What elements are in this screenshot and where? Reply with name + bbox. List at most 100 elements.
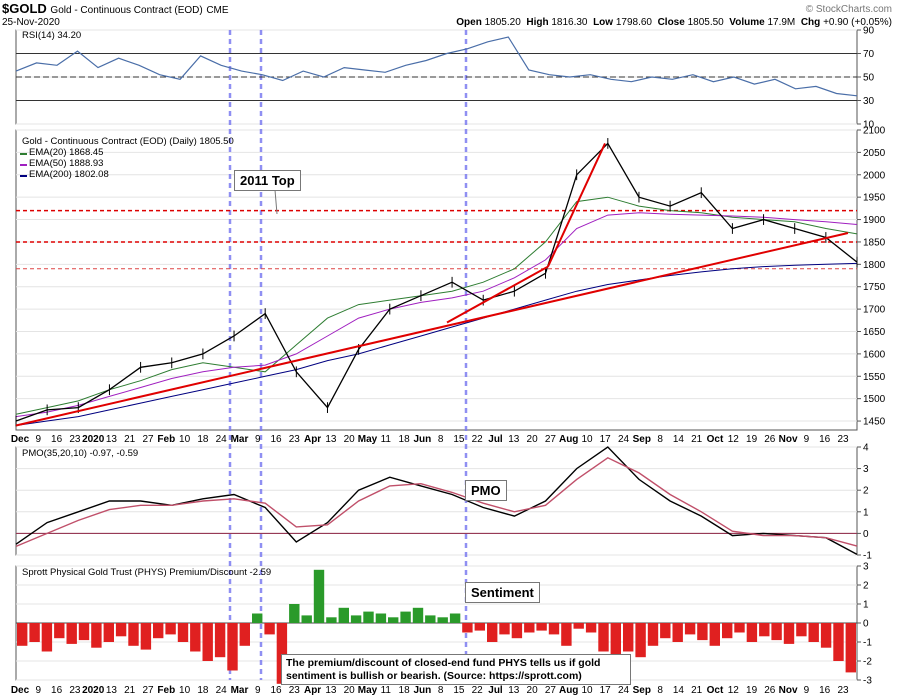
date-axis-label: Jul bbox=[488, 685, 503, 696]
date-axis-label: May bbox=[358, 434, 378, 445]
rsi-tick-label: 50 bbox=[863, 73, 875, 84]
phys-bar bbox=[684, 623, 696, 635]
pmo-tick-label: 0 bbox=[863, 529, 869, 540]
pmo-tick-label: 4 bbox=[863, 443, 869, 454]
pmo-tick-label: 2 bbox=[863, 486, 869, 497]
low-label: Low bbox=[593, 17, 614, 28]
phys-bar bbox=[524, 623, 535, 633]
date-axis-label: 19 bbox=[746, 434, 758, 445]
high-value: 1816.30 bbox=[551, 17, 588, 28]
legend-ema50: EMA(50) 1888.93 bbox=[29, 158, 104, 169]
phys-bar bbox=[437, 617, 448, 623]
long-trendline bbox=[15, 232, 849, 427]
date-axis-label: 16 bbox=[51, 685, 63, 696]
date-axis-label: Dec bbox=[11, 434, 30, 445]
phys-bar bbox=[771, 623, 782, 641]
date-axis-label: 24 bbox=[216, 685, 228, 696]
open-value: 1805.20 bbox=[484, 17, 521, 28]
phys-bar bbox=[276, 623, 288, 684]
phys-bar bbox=[536, 623, 547, 631]
phys-bar bbox=[29, 623, 40, 642]
date-axis-label: 27 bbox=[545, 434, 557, 445]
date-axis-label: 27 bbox=[142, 434, 154, 445]
price-tick-label: 1500 bbox=[863, 394, 886, 405]
price-tick-label: 2050 bbox=[863, 148, 886, 159]
date-axis-label: Aug bbox=[559, 434, 578, 445]
phys-tick-label: 3 bbox=[863, 562, 869, 573]
phys-bar bbox=[598, 623, 609, 652]
phys-tick-label: 0 bbox=[863, 619, 869, 630]
date-axis-label: Nov bbox=[779, 434, 798, 445]
phys-bar bbox=[153, 623, 164, 639]
date-axis-label: 13 bbox=[106, 434, 118, 445]
phys-bar bbox=[54, 623, 65, 639]
rsi-tick-label: 70 bbox=[863, 49, 875, 60]
ohlc-summary: Open 1805.20 High 1816.30 Low 1798.60 Cl… bbox=[456, 17, 892, 28]
date-axis-label: 23 bbox=[289, 434, 301, 445]
phys-bar bbox=[845, 623, 856, 673]
phys-bar bbox=[289, 604, 300, 623]
date-axis-label: 10 bbox=[581, 685, 593, 696]
price-tick-label: 1550 bbox=[863, 372, 886, 383]
phys-bar bbox=[561, 623, 572, 646]
open-label: Open bbox=[456, 17, 482, 28]
date-axis-label: Jun bbox=[414, 434, 432, 445]
phys-bar bbox=[78, 623, 90, 641]
date-axis-label: 23 bbox=[289, 685, 301, 696]
date-axis-label: 16 bbox=[270, 434, 282, 445]
date-axis-label: 27 bbox=[545, 685, 557, 696]
phys-bar bbox=[264, 623, 275, 635]
watermark: © StockCharts.com bbox=[805, 4, 892, 15]
date-axis-label: Oct bbox=[707, 685, 724, 696]
date-axis-label: 24 bbox=[618, 685, 630, 696]
date-axis-label: Aug bbox=[559, 685, 578, 696]
date-axis-label: 14 bbox=[673, 685, 685, 696]
date-axis-label: 8 bbox=[657, 685, 663, 696]
pmo-tick-label: -1 bbox=[863, 551, 872, 562]
date-axis-label: 16 bbox=[51, 434, 63, 445]
phys-bar bbox=[783, 623, 795, 644]
date-axis-label: Jun bbox=[414, 685, 432, 696]
phys-bar bbox=[214, 623, 226, 658]
ema200-line bbox=[15, 262, 858, 426]
pmo-line bbox=[15, 446, 858, 556]
phys-label: Sprott Physical Gold Trust (PHYS) Premiu… bbox=[22, 567, 272, 578]
date-axis-label: 21 bbox=[124, 685, 136, 696]
phys-bar bbox=[746, 623, 758, 642]
phys-bar bbox=[313, 569, 325, 623]
date-axis-label: 17 bbox=[600, 685, 612, 696]
date-axis-label: Dec bbox=[11, 685, 30, 696]
date-axis-label: 16 bbox=[819, 434, 831, 445]
date-axis-label: 9 bbox=[804, 685, 810, 696]
date-axis-label: 2020 bbox=[82, 685, 105, 696]
phys-bar bbox=[796, 623, 807, 637]
date-axis-label: 27 bbox=[142, 685, 154, 696]
price-frame bbox=[15, 129, 858, 431]
instrument-name: Gold - Continuous Contract (EOD) bbox=[50, 5, 203, 16]
phys-bar bbox=[400, 611, 411, 623]
date-axis-label: 9 bbox=[36, 434, 42, 445]
price-tick-label: 2100 bbox=[863, 126, 886, 137]
pmo-tick-label: 1 bbox=[863, 507, 869, 518]
phys-bar bbox=[140, 623, 152, 650]
phys-bar bbox=[623, 623, 634, 652]
phys-bar bbox=[647, 623, 659, 646]
phys-tick-label: -2 bbox=[863, 657, 872, 668]
volume-value: 17.9M bbox=[767, 17, 796, 28]
phys-bar bbox=[820, 623, 832, 648]
date-axis-label: 12 bbox=[728, 434, 740, 445]
phys-bar bbox=[252, 613, 263, 623]
price-tick-label: 1450 bbox=[863, 417, 886, 428]
phys-bar bbox=[115, 623, 127, 637]
phys-bar bbox=[487, 623, 498, 642]
date-axis-label: 23 bbox=[69, 434, 81, 445]
date-axis-label: Jul bbox=[488, 434, 503, 445]
price-tick-label: 1800 bbox=[863, 260, 886, 271]
date-axis-label: 19 bbox=[746, 685, 758, 696]
price-tick-label: 1650 bbox=[863, 327, 886, 338]
rsi-line bbox=[15, 36, 858, 97]
rsi-tick-label: 90 bbox=[863, 26, 875, 37]
chart-date: 25-Nov-2020 bbox=[2, 17, 60, 28]
date-axis-label: 22 bbox=[472, 685, 484, 696]
phys-bar bbox=[722, 623, 733, 639]
